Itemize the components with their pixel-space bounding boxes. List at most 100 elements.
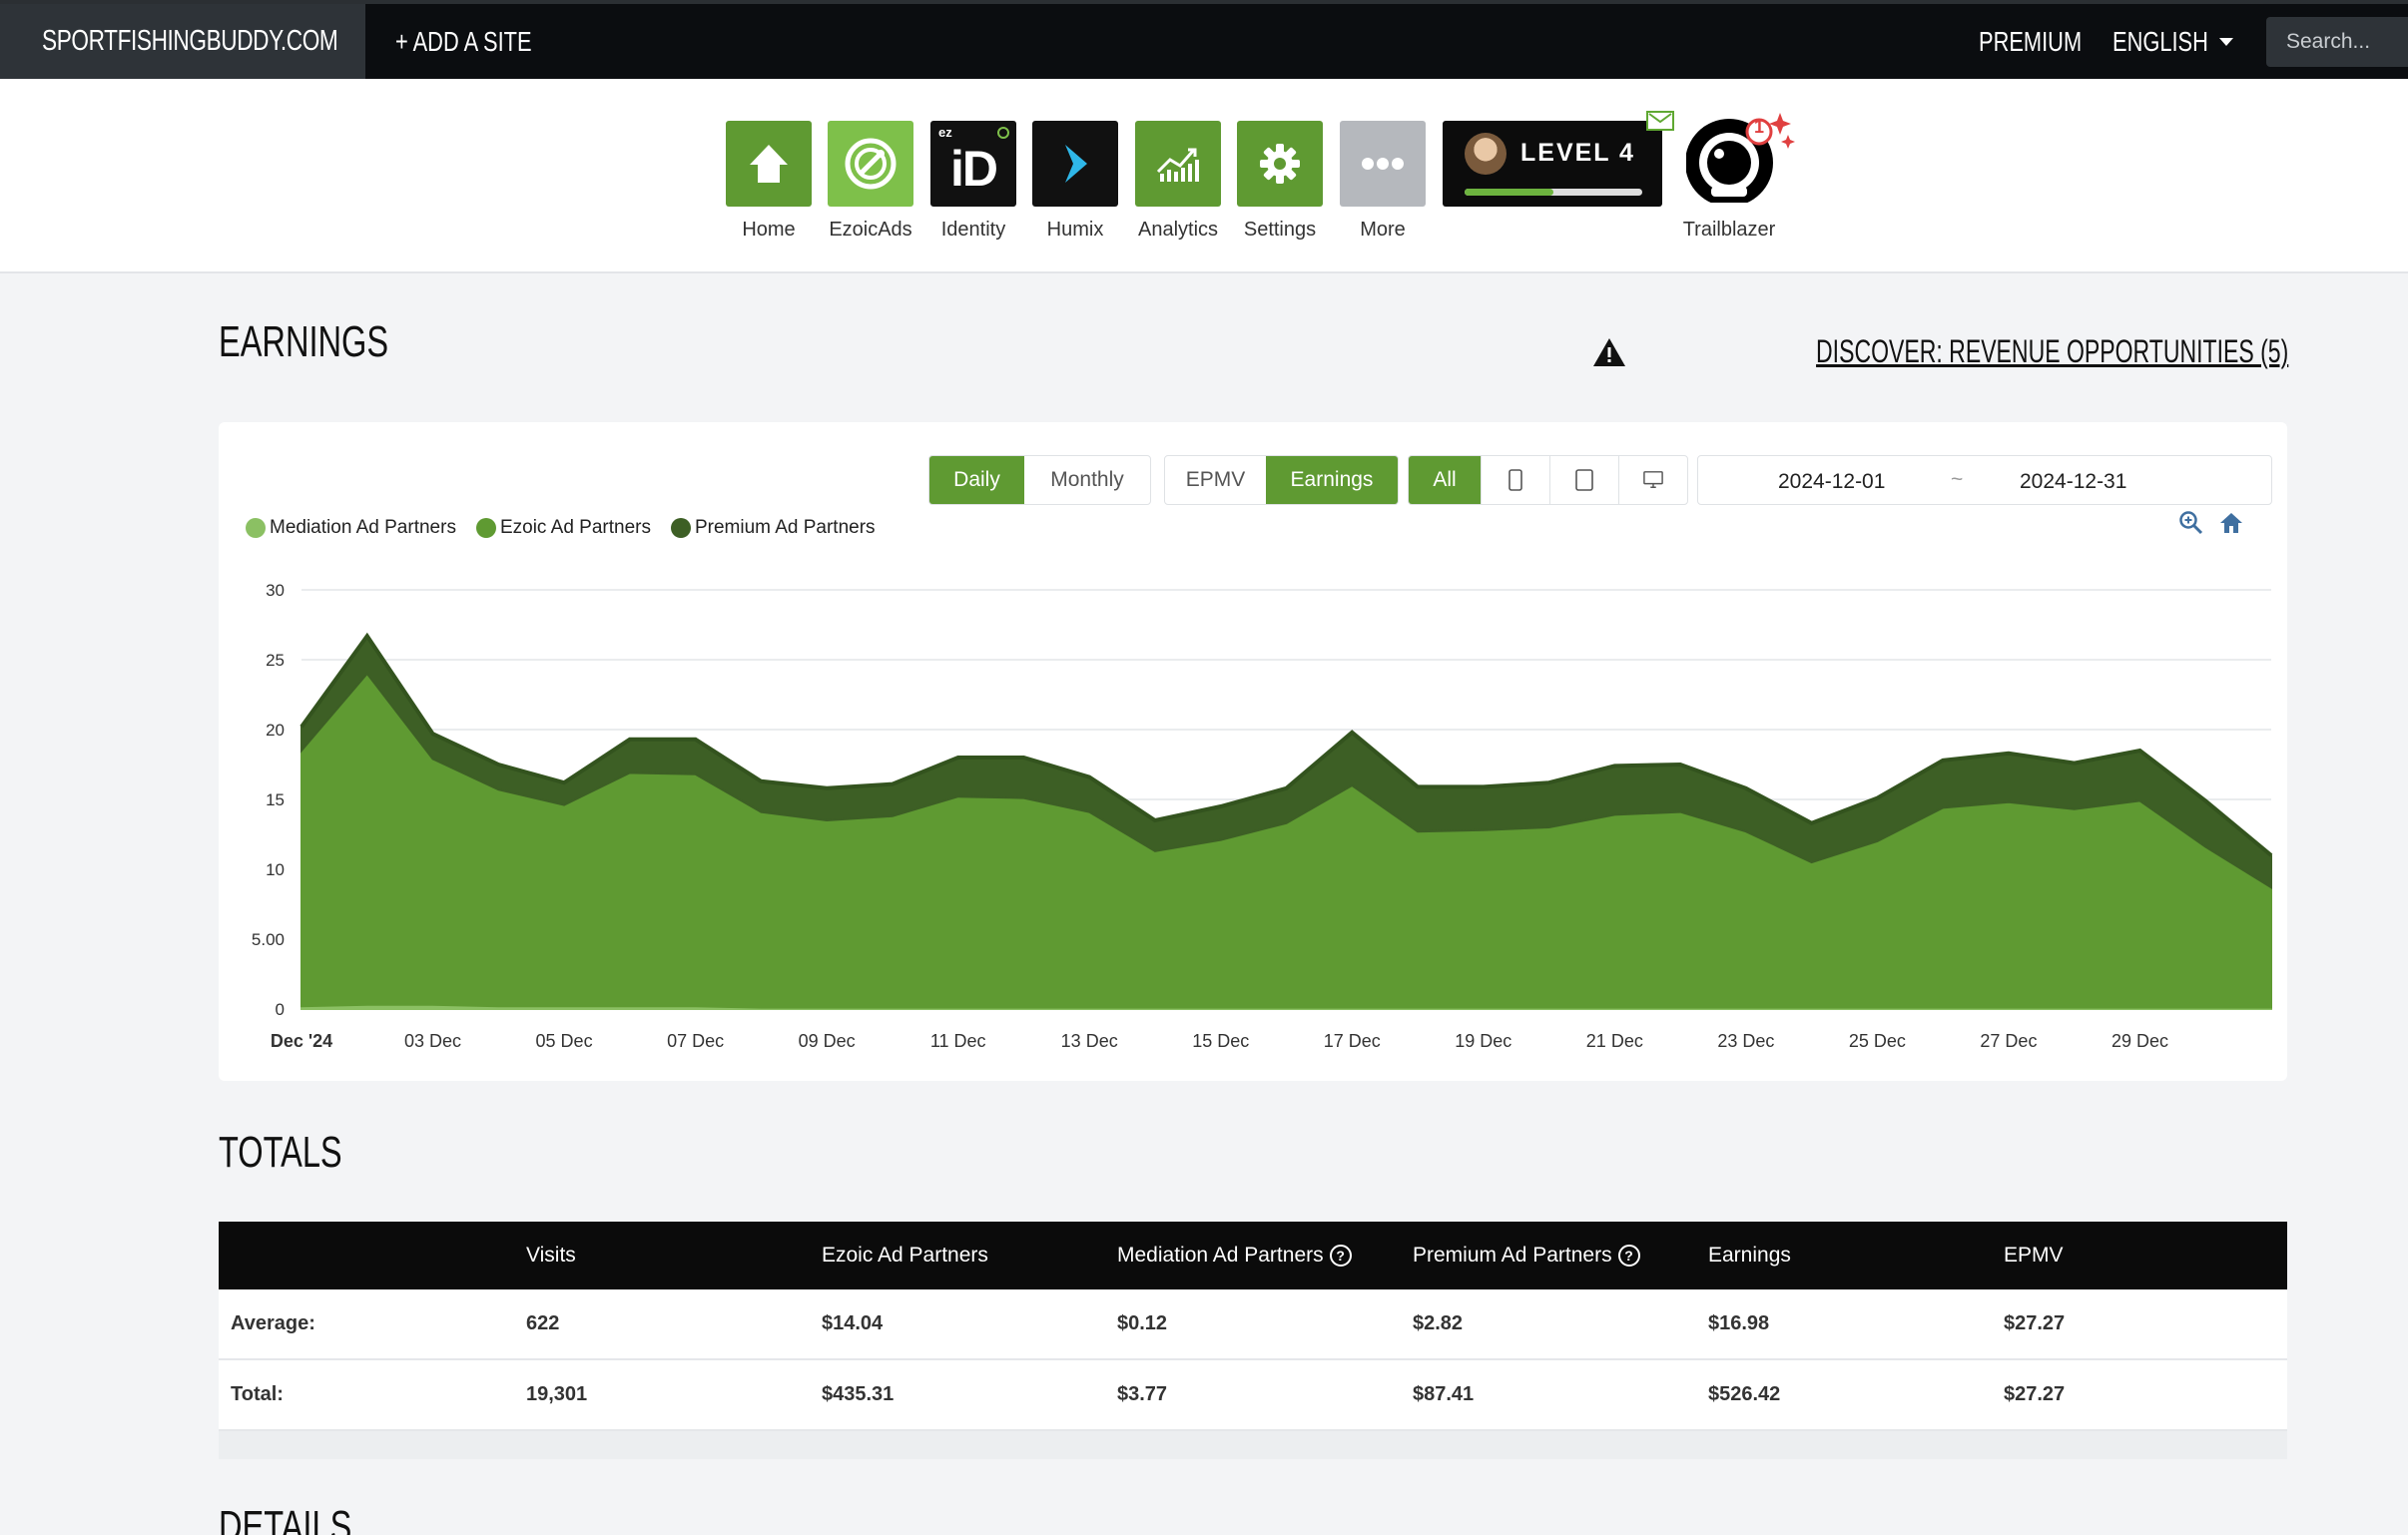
- table-cell: $14.04: [822, 1312, 884, 1334]
- column-header-ezoic: Ezoic Ad Partners: [822, 1244, 988, 1267]
- table-cell: $27.27: [2004, 1312, 2066, 1334]
- app-humix[interactable]: Humix: [1032, 121, 1118, 242]
- monthly-button[interactable]: Monthly: [1050, 468, 1124, 491]
- humix-chevron-icon: [1065, 145, 1087, 183]
- epmv-button[interactable]: EPMV: [1185, 468, 1246, 491]
- more-dots-icon: [1362, 158, 1404, 170]
- x-tick-label: 15 Dec: [1192, 1031, 1249, 1051]
- top-navbar: SPORTFISHINGBUDDY.COM + ADD A SITE PREMI…: [0, 0, 2408, 79]
- details-heading: DETAILS: [219, 1502, 398, 1535]
- x-tick-label: 17 Dec: [1324, 1031, 1381, 1051]
- mobile-icon: [1508, 469, 1522, 491]
- help-icon[interactable]: ?: [1329, 1245, 1352, 1268]
- analytics-tile: [1135, 121, 1221, 207]
- search-input[interactable]: [2266, 16, 2408, 67]
- date-range-picker[interactable]: 2024-12-01 ~ 2024-12-31: [1697, 455, 2272, 505]
- all-devices-button[interactable]: All: [1409, 456, 1481, 504]
- legend-swatch: [670, 518, 691, 538]
- column-header-epmv: EPMV: [2004, 1244, 2064, 1267]
- device-toggle: All: [1408, 455, 1688, 505]
- x-tick-label: 29 Dec: [2111, 1031, 2168, 1051]
- metric-toggle: EPMV Earnings: [1164, 455, 1399, 505]
- legend-swatch: [246, 518, 266, 538]
- table-cell: $0.12: [1117, 1312, 1168, 1334]
- app-label: More: [1360, 219, 1406, 241]
- daily-button[interactable]: Daily: [929, 456, 1024, 504]
- add-site-link[interactable]: + ADD A SITE: [395, 4, 570, 79]
- table-header: Visits Ezoic Ad Partners Mediation Ad Pa…: [219, 1222, 2287, 1289]
- legend-item-premium[interactable]: Premium Ad Partners: [670, 517, 876, 539]
- table-cell: $27.27: [2004, 1383, 2066, 1405]
- level-progress-bar: [1465, 189, 1642, 196]
- x-tick-label: 19 Dec: [1455, 1031, 1511, 1051]
- x-tick-label: 09 Dec: [799, 1031, 856, 1051]
- app-label: Analytics: [1137, 219, 1219, 241]
- column-header-premium: Premium Ad Partners?: [1413, 1244, 1708, 1268]
- app-ezoicads[interactable]: EzoicAds: [828, 121, 913, 242]
- series-area-3: [301, 634, 2272, 889]
- legend-item-ezoic[interactable]: Ezoic Ad Partners: [475, 517, 651, 539]
- ezoicads-tile: [828, 121, 913, 207]
- table-cell: Average:: [231, 1312, 315, 1334]
- x-tick-label: 07 Dec: [667, 1031, 724, 1051]
- app-identity[interactable]: ez iD Identity: [930, 121, 1016, 242]
- mobile-button[interactable]: [1481, 456, 1549, 504]
- help-icon[interactable]: ?: [1617, 1245, 1640, 1268]
- table-cell: $435.31: [822, 1383, 895, 1405]
- app-analytics[interactable]: Analytics: [1135, 121, 1221, 242]
- analytics-icon: [1156, 148, 1199, 182]
- top-right-menu: PREMIUM ENGLISH: [1979, 4, 2408, 79]
- app-settings[interactable]: Settings: [1237, 121, 1323, 242]
- x-tick-label: 03 Dec: [404, 1031, 461, 1051]
- desktop-icon: [1643, 471, 1663, 488]
- chart-legend: Mediation Ad Partners Ezoic Ad Partners …: [246, 517, 896, 539]
- y-tick-label: 20: [266, 721, 285, 740]
- earnings-chart-card: Daily Monthly EPMV Earnings All 2024-12-…: [219, 422, 2287, 1081]
- x-tick-label: 11 Dec: [930, 1031, 986, 1051]
- gear-icon: [1260, 144, 1300, 184]
- app-label: Trailblazer: [1682, 219, 1776, 241]
- earnings-heading: EARNINGS: [219, 317, 448, 367]
- series-area-1: [301, 1003, 2272, 1010]
- table-cell: $87.41: [1413, 1383, 1475, 1405]
- app-trailblazer[interactable]: 1 Trailblazer: [1683, 113, 1795, 242]
- legend-item-mediation[interactable]: Mediation Ad Partners: [246, 517, 456, 539]
- table-cell: $526.42: [1708, 1383, 1781, 1405]
- level-label: LEVEL 4: [1520, 139, 1635, 167]
- table-cell: $2.82: [1413, 1312, 1464, 1334]
- column-header-mediation-text: Mediation Ad Partners: [1117, 1244, 1324, 1267]
- app-icon-bar: Home EzoicAds ez iD Identity Humix Analy…: [0, 79, 2408, 273]
- home-icon: [750, 145, 788, 183]
- y-tick-label: 5.00: [252, 930, 285, 949]
- column-header-mediation: Mediation Ad Partners?: [1117, 1244, 1413, 1268]
- earnings-button[interactable]: Earnings: [1266, 456, 1398, 504]
- identity-tile-small-text: ez: [938, 125, 952, 140]
- language-label: ENGLISH: [2112, 25, 2208, 57]
- add-site-label: + ADD A SITE: [395, 25, 532, 57]
- zoom-in-icon[interactable]: [2178, 510, 2204, 536]
- chart-tools: [2178, 510, 2244, 536]
- x-tick-label: 25 Dec: [1849, 1031, 1906, 1051]
- discover-opportunities-link[interactable]: DISCOVER: REVENUE OPPORTUNITIES (5): [1592, 333, 2288, 370]
- column-header-premium-text: Premium Ad Partners: [1413, 1244, 1612, 1267]
- reset-zoom-home-icon[interactable]: [2218, 510, 2244, 536]
- legend-label: Premium Ad Partners: [694, 517, 876, 538]
- level-badge[interactable]: LEVEL 4: [1443, 111, 1674, 207]
- level-progress-fill: [1465, 189, 1553, 196]
- tablet-button[interactable]: [1549, 456, 1618, 504]
- legend-label: Ezoic Ad Partners: [499, 517, 651, 538]
- desktop-button[interactable]: [1618, 456, 1687, 504]
- envelope-icon[interactable]: [1646, 111, 1674, 131]
- identity-tile-big-text: iD: [950, 141, 998, 197]
- table-row: Average: 622 $14.04 $0.12 $2.82 $16.98 $…: [219, 1289, 2287, 1360]
- x-tick-label: 21 Dec: [1586, 1031, 1643, 1051]
- ezoicads-icon: [845, 138, 897, 190]
- app-more[interactable]: More: [1340, 121, 1426, 242]
- column-header-visits: Visits: [526, 1244, 576, 1267]
- x-tick-label: Dec '24: [271, 1031, 332, 1051]
- site-selector[interactable]: SPORTFISHINGBUDDY.COM: [0, 4, 365, 79]
- language-dropdown[interactable]: ENGLISH: [2112, 26, 2244, 58]
- series-area-2: [301, 672, 2272, 1009]
- app-home[interactable]: Home: [726, 121, 812, 242]
- premium-link[interactable]: PREMIUM: [1979, 26, 2089, 58]
